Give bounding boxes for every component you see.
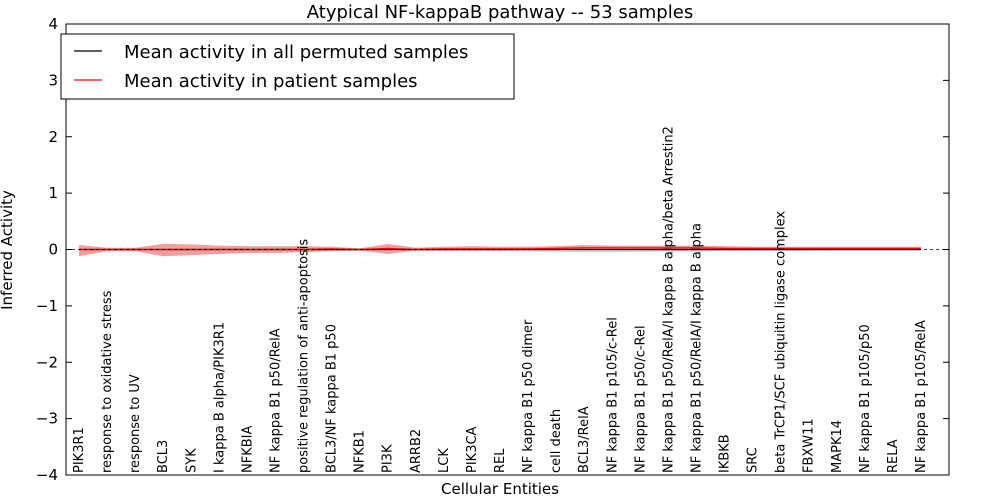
y-tick-label: 2 [48,128,58,146]
x-category-label: NF kappa B1 p50/RelA/I kappa B alpha/bet… [661,126,676,473]
line-series-1 [79,247,921,251]
x-category-label: MAPK14 [830,420,845,473]
x-category-label: SRC [746,447,761,473]
x-category-label: FBXW11 [802,418,817,473]
x-category-label: BCL3/NF kappa B1 p50 [325,324,340,473]
x-category-label: I kappa B alpha/PIK3R1 [212,322,227,473]
x-category-label: BCL3/RelA [577,406,592,473]
y-tick-label: −4 [36,466,58,484]
x-category-label: REL [493,448,508,473]
x-category-label: response to oxidative stress [100,290,115,473]
y-tick-label: −2 [36,353,58,371]
x-category-label: PIK3CA [465,426,480,473]
x-category-label: ARRB2 [409,429,424,473]
x-category-label: positive regulation of anti-apoptosis [297,239,312,473]
x-category-label: NFKBIA [240,426,255,473]
x-category-labels: PIK3R1 response to oxidative stress respon… [72,126,929,473]
y-tick-label: 3 [48,71,58,89]
x-category-label: NF kappa B1 p105/RelA [914,320,929,473]
x-category-label: RELA [886,439,901,473]
y-axis-ticks: −4 −3 −2 −1 0 1 2 3 4 [36,15,949,484]
x-category-label: NF kappa B1 p105/p50 [858,324,873,473]
y-tick-label: 0 [48,241,58,259]
series-lines [66,247,949,251]
x-category-label: BCL3 [156,440,171,473]
x-category-label: NF kappa B1 p50 dimer [521,319,536,473]
x-category-label: SYK [184,448,199,473]
x-category-label: PIK3R1 [72,427,87,473]
x-axis-label: Cellular Entities [441,480,559,498]
x-category-label: NF kappa B1 p50/RelA/I kappa B alpha [690,223,705,473]
legend: Mean activity in all permuted samples Me… [60,33,515,100]
x-category-label: beta TrCP1/SCF ubiquitin ligase complex [774,211,789,473]
legend-frame [60,33,515,100]
y-tick-label: 4 [48,15,58,33]
y-tick-label: −3 [36,410,58,428]
x-category-label: LCK [437,448,452,473]
x-category-label: NF kappa B1 p50/RelA [269,328,284,473]
x-category-label: NFKB1 [353,430,368,473]
chart-title: Atypical NF-kappaB pathway -- 53 samples [307,2,693,23]
x-category-label: NF kappa B1 p50/c-Rel [633,325,648,473]
x-category-label: NF kappa B1 p105/c-Rel [605,317,620,473]
x-category-label: cell death [549,409,564,473]
y-tick-label: 1 [48,184,58,202]
x-category-label: IKBKB [718,434,733,473]
x-category-label: PI3K [381,444,396,473]
x-category-label: response to UV [128,374,143,473]
y-tick-label: −1 [36,297,58,315]
y-axis-label: Inferred Activity [0,190,16,310]
legend-label-patient: Mean activity in patient samples [124,71,418,92]
legend-label-permuted: Mean activity in all permuted samples [124,42,468,63]
